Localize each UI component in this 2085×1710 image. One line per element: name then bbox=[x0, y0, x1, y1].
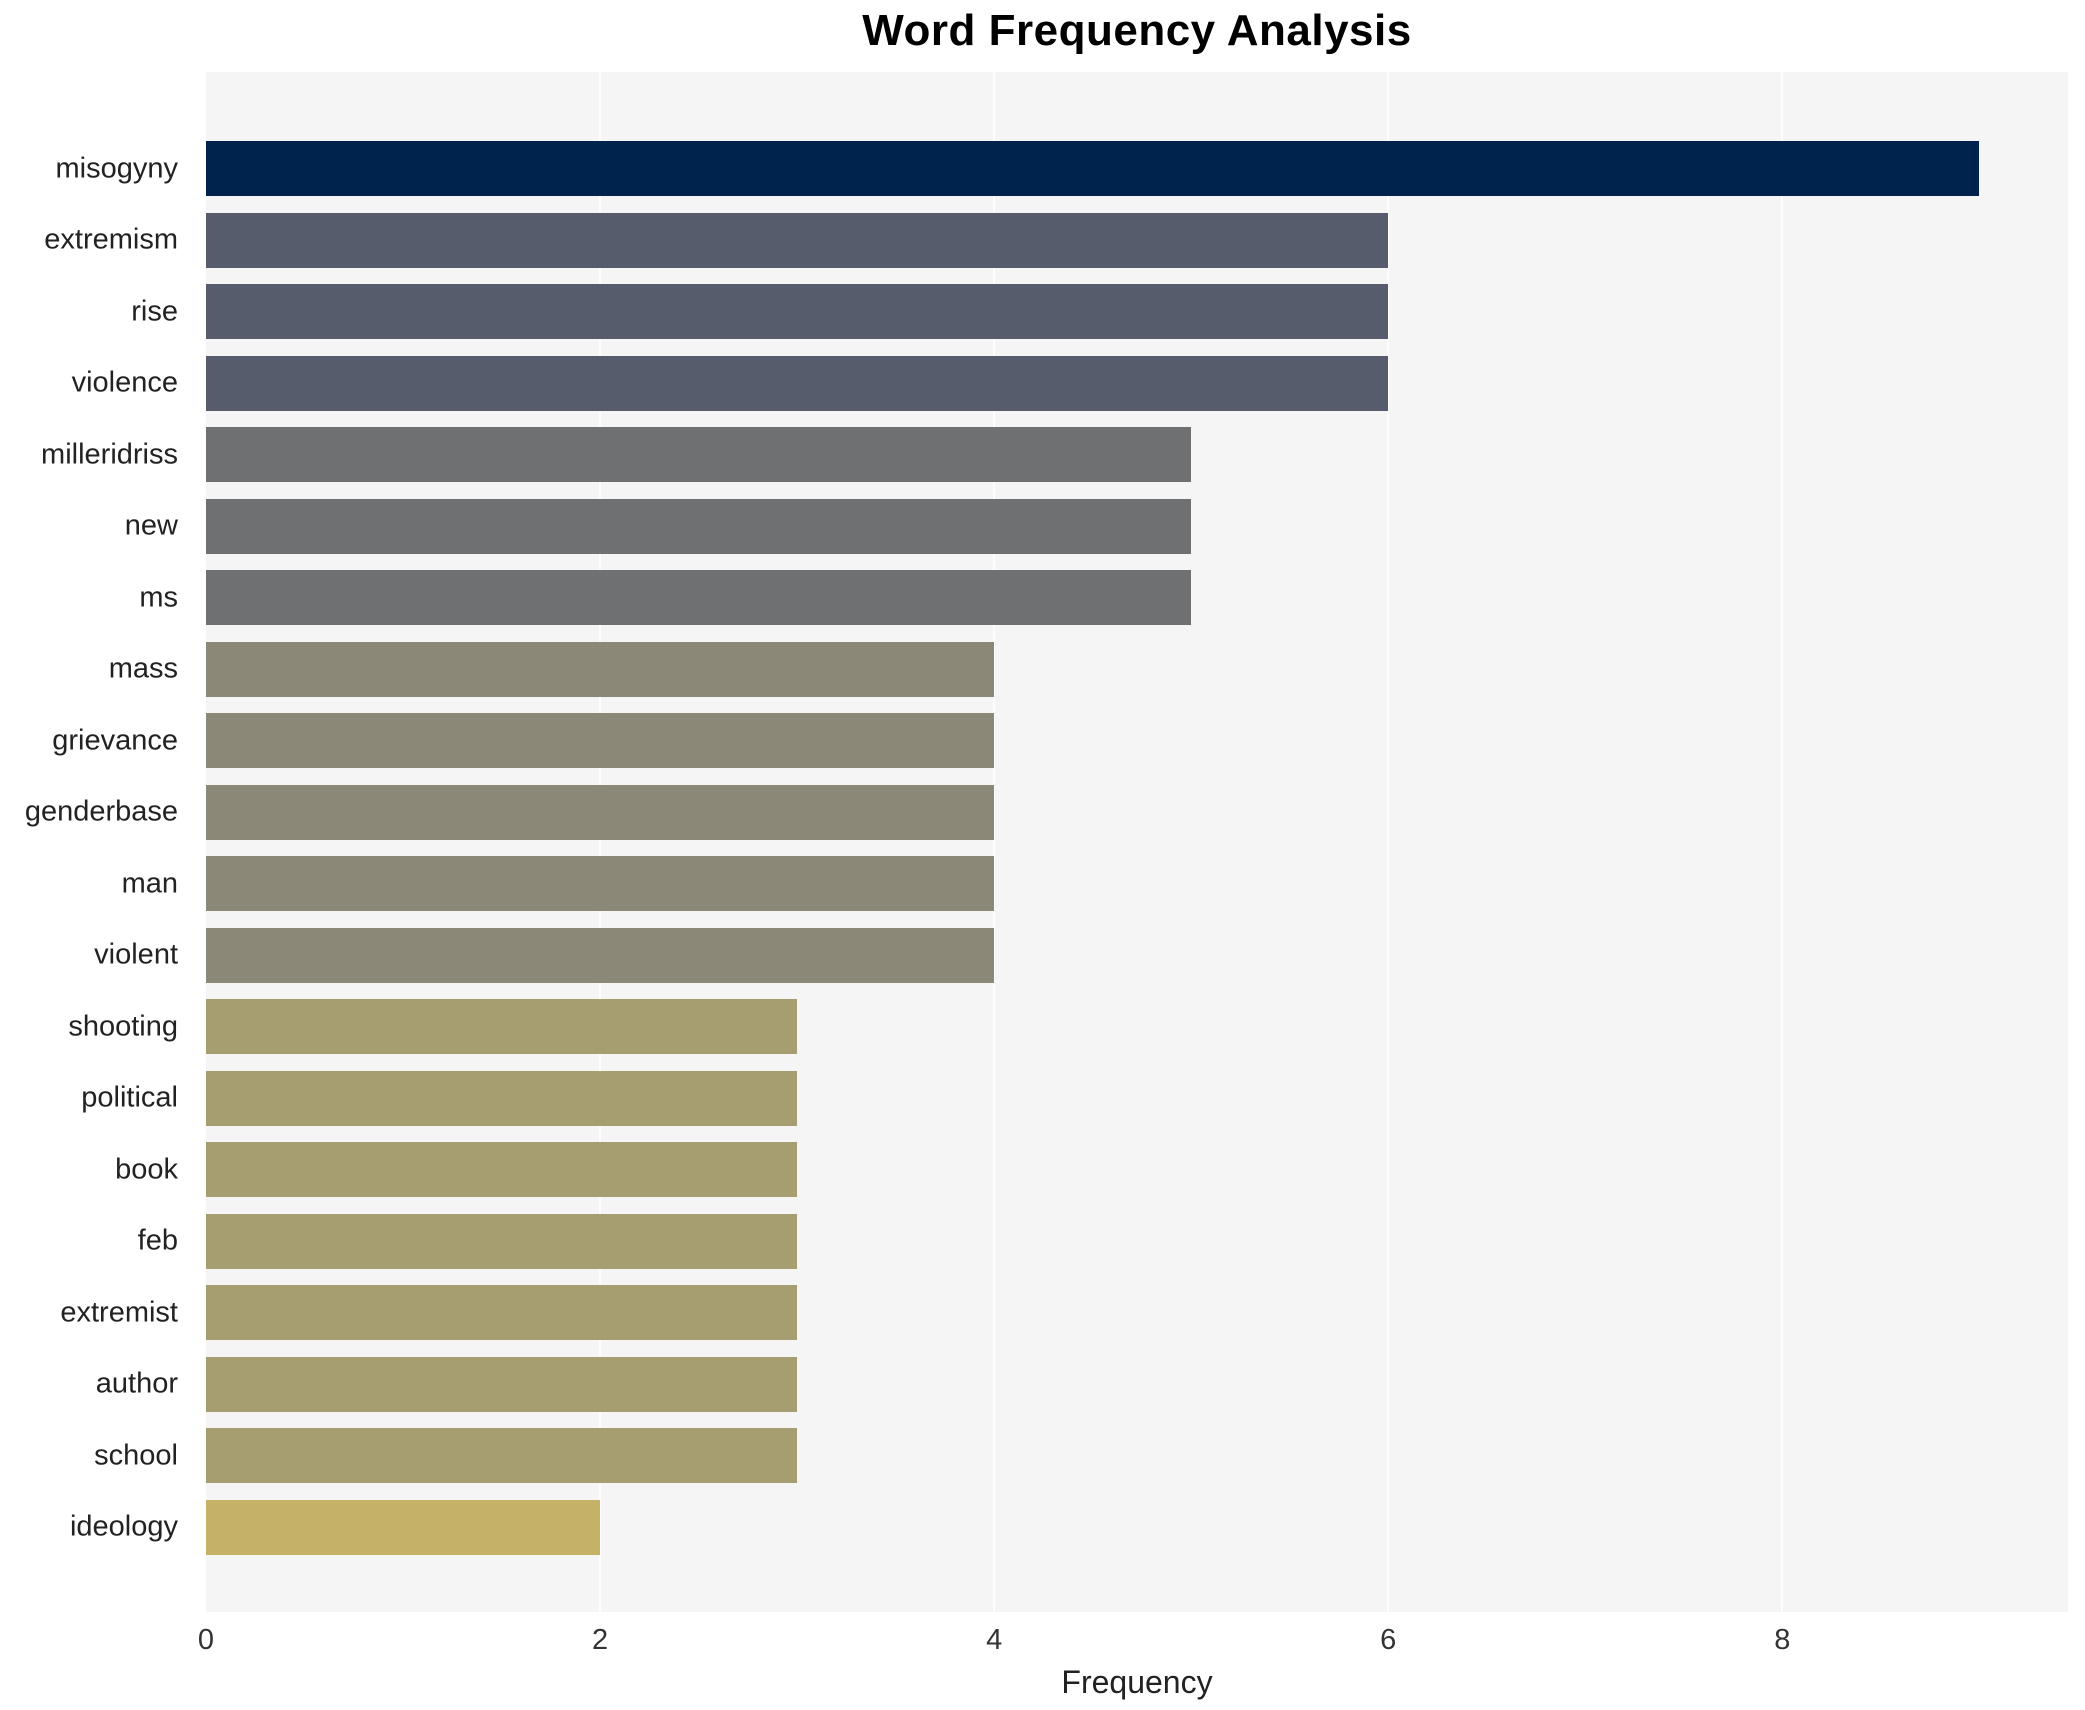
bar-feb bbox=[206, 1213, 798, 1269]
bar-extremism bbox=[206, 212, 1389, 268]
y-tick-label: man bbox=[121, 867, 178, 899]
bar-misogyny bbox=[206, 141, 1980, 196]
bar-violent bbox=[206, 927, 995, 983]
bar-rise bbox=[206, 284, 1389, 339]
y-tick-label: author bbox=[95, 1367, 178, 1400]
x-tick-label: 8 bbox=[1774, 1624, 1791, 1656]
y-tick-label: new bbox=[124, 509, 178, 542]
bar-author bbox=[206, 1356, 798, 1412]
bar-new bbox=[206, 498, 1192, 554]
bar-book bbox=[206, 1142, 798, 1197]
y-tick-label: school bbox=[94, 1439, 178, 1471]
x-tick-label: 4 bbox=[986, 1624, 1003, 1656]
y-tick-label: book bbox=[115, 1153, 178, 1185]
y-tick-label: grievance bbox=[52, 724, 178, 756]
bar-ideology bbox=[206, 1499, 601, 1555]
bar-shooting bbox=[206, 999, 798, 1054]
y-tick-label: violence bbox=[71, 366, 178, 399]
y-tick-label: misogyny bbox=[55, 152, 179, 184]
x-tick-label: 6 bbox=[1380, 1624, 1397, 1656]
y-tick-label: violent bbox=[94, 938, 178, 971]
bar-political bbox=[206, 1070, 798, 1126]
gridline bbox=[1781, 72, 1784, 1612]
y-tick-label: rise bbox=[131, 295, 178, 327]
y-tick-label: extremist bbox=[60, 1296, 178, 1328]
bar-genderbase bbox=[206, 784, 995, 840]
y-tick-label: ms bbox=[139, 581, 178, 613]
bar-grievance bbox=[206, 713, 995, 768]
chart-title: Word Frequency Analysis bbox=[862, 6, 1412, 55]
bar-mass bbox=[206, 641, 995, 697]
y-tick-label: mass bbox=[108, 652, 178, 685]
gridline bbox=[1387, 72, 1390, 1612]
y-tick-label: milleridriss bbox=[41, 438, 178, 470]
bar-school bbox=[206, 1428, 798, 1483]
y-tick-label: genderbase bbox=[24, 795, 178, 828]
bar-ms bbox=[206, 570, 1192, 625]
bar-extremist bbox=[206, 1285, 798, 1340]
gridline bbox=[599, 72, 602, 1612]
plot-area bbox=[206, 72, 2068, 1612]
y-tick-label: political bbox=[81, 1081, 178, 1114]
bar-violence bbox=[206, 355, 1389, 411]
y-tick-label: feb bbox=[137, 1224, 178, 1257]
y-tick-label: extremism bbox=[44, 223, 178, 256]
x-tick-label: 2 bbox=[591, 1624, 609, 1656]
bar-milleridriss bbox=[206, 427, 1192, 482]
bar-man bbox=[206, 856, 995, 911]
y-tick-label: shooting bbox=[68, 1010, 178, 1042]
x-tick-label: 0 bbox=[197, 1624, 215, 1656]
y-tick-label: ideology bbox=[69, 1510, 178, 1543]
gridline bbox=[993, 72, 996, 1612]
y-axis: misogyny extremism rise violence milleridris… bbox=[0, 72, 192, 1612]
x-axis-label: Frequency bbox=[1061, 1664, 1213, 1700]
